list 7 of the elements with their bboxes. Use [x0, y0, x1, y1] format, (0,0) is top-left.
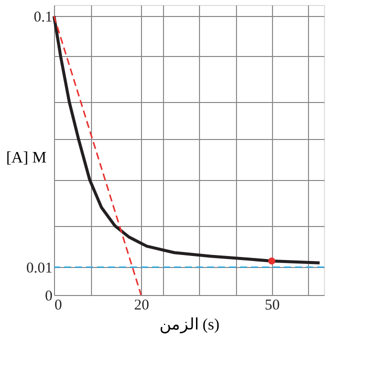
x-tick-label: 20: [134, 298, 150, 314]
y-axis-title: [A] M: [6, 150, 46, 166]
x-tick-label: 50: [264, 298, 280, 314]
y-tick-label: 0.01: [26, 260, 52, 277]
x-axis-title: الزمن (s): [160, 316, 220, 334]
y-tick-label: 0.1: [34, 10, 52, 26]
line-series: [52, 14, 322, 264]
